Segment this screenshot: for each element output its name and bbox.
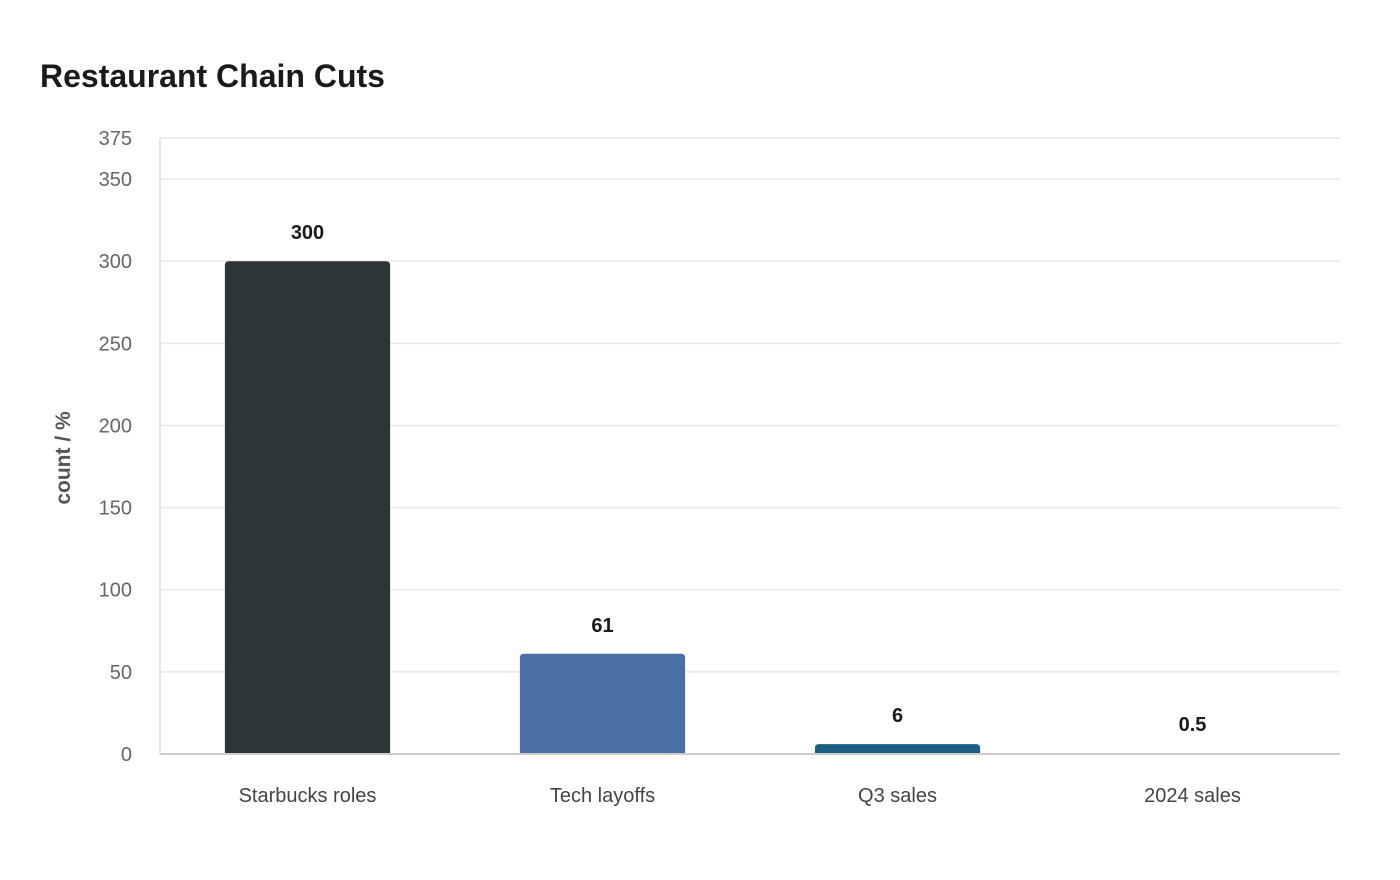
- x-tick-label: 2024 sales: [1144, 785, 1241, 807]
- data-label: 61: [591, 615, 613, 637]
- y-tick-label: 150: [99, 498, 132, 520]
- data-label: 300: [291, 222, 324, 244]
- bar: [519, 653, 686, 754]
- bar: [224, 261, 391, 754]
- y-tick-label: 300: [99, 251, 132, 273]
- y-tick-label: 250: [99, 333, 132, 355]
- y-tick-label: 0: [121, 744, 132, 766]
- y-tick-label: 375: [99, 128, 132, 150]
- y-tick-label: 100: [99, 580, 132, 602]
- x-tick-label: Q3 sales: [858, 785, 937, 807]
- x-tick-label: Tech layoffs: [550, 785, 655, 807]
- bar: [814, 744, 981, 754]
- labels: 0 50 100 150 200 250 300 350 375 300 Starbucks rol…: [99, 128, 1241, 807]
- chart-title: Restaurant Chain Cuts: [40, 58, 385, 94]
- y-axis-title: count / %: [52, 411, 75, 505]
- data-label: 6: [892, 705, 903, 727]
- data-label: 0.5: [1179, 714, 1207, 736]
- y-tick-label: 200: [99, 415, 132, 437]
- y-tick-label: 350: [99, 169, 132, 191]
- x-tick-label: Starbucks roles: [239, 785, 377, 807]
- y-tick-label: 50: [110, 662, 132, 684]
- bars: [224, 261, 1276, 754]
- axes: [159, 138, 1340, 755]
